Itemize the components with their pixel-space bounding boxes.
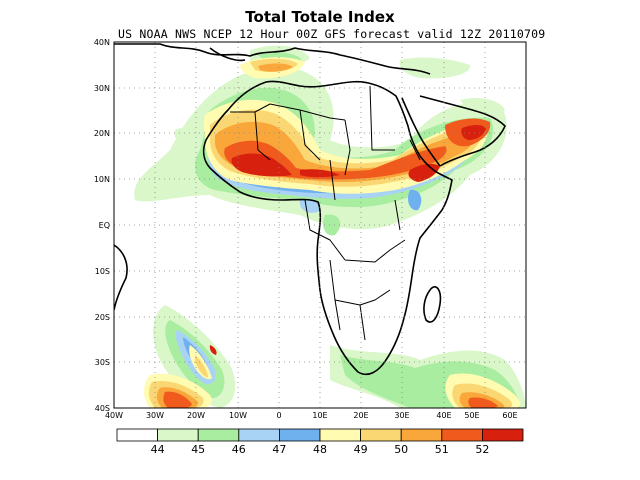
- lat-label: 10S: [95, 267, 110, 276]
- map-title: Total Totale Index: [245, 8, 395, 26]
- colorbar-label: 45: [191, 443, 205, 456]
- madagascar: [423, 286, 442, 323]
- colorbar-swatch: [441, 428, 483, 442]
- map-subtitle: US NOAA NWS NCEP 12 Hour 00Z GFS forecas…: [118, 27, 546, 41]
- colorbar-label: 49: [354, 443, 368, 456]
- graticule: [114, 42, 526, 408]
- colorbar-swatch: [360, 428, 402, 442]
- iberia-coastline: [209, 47, 246, 62]
- colorbar-label: 52: [475, 443, 489, 456]
- lat-labels: 40N 30N 20N 10N EQ 10S 20S 30S 40S: [94, 38, 110, 413]
- map-border: [113, 41, 527, 409]
- colorbar-label: 46: [232, 443, 246, 456]
- lon-label: 10W: [229, 411, 247, 420]
- arabia-coastline: [419, 95, 506, 167]
- colorbar: 44 45 46 47 48 49 50 51 52: [116, 428, 524, 456]
- lon-labels: 40W 30W 20W 10W 0 10E 20E 30E 40E 50E 60…: [105, 411, 518, 420]
- lat-label: 30N: [94, 84, 110, 93]
- lat-label: 30S: [95, 358, 110, 367]
- colorbar-label: 44: [151, 443, 165, 456]
- lat-label: 40S: [95, 404, 110, 413]
- lon-label: 40W: [105, 411, 123, 420]
- colorbar-swatch: [116, 428, 158, 442]
- lon-label: 30E: [394, 411, 409, 420]
- country-borders: [230, 85, 421, 341]
- lat-label: 10N: [94, 175, 110, 184]
- colorbar-swatch: [319, 428, 361, 442]
- lon-label: 30W: [146, 411, 164, 420]
- red-sea: [401, 97, 441, 167]
- colorbar-label: 51: [435, 443, 449, 456]
- colorbar-label: 48: [313, 443, 327, 456]
- colorbar-label: 47: [272, 443, 286, 456]
- africa-coastline: [202, 80, 453, 376]
- lat-label: EQ: [99, 221, 110, 230]
- colorbar-swatch: [157, 428, 199, 442]
- colorbar-swatch: [197, 428, 240, 442]
- colorbar-label: 50: [394, 443, 408, 456]
- field-level-max: [209, 125, 486, 355]
- colorbar-swatch: [278, 428, 321, 442]
- lon-label: 20E: [353, 411, 368, 420]
- lon-label: 40E: [436, 411, 451, 420]
- lat-label: 20N: [94, 129, 110, 138]
- lon-label: 10E: [312, 411, 327, 420]
- lon-label: 20W: [187, 411, 205, 420]
- total-totals-field: [134, 45, 526, 408]
- lon-label: 60E: [502, 411, 517, 420]
- lon-label: 0: [276, 411, 281, 420]
- coastlines-and-borders: [114, 43, 506, 376]
- colorbar-swatch: [400, 428, 443, 442]
- lon-label: 50E: [464, 411, 479, 420]
- colorbar-swatch: [481, 428, 524, 442]
- south-america-edge: [114, 244, 128, 311]
- colorbar-swatch: [238, 428, 280, 442]
- europe-coastline: [114, 43, 431, 75]
- lat-label: 20S: [95, 313, 110, 322]
- lat-label: 40N: [94, 38, 110, 47]
